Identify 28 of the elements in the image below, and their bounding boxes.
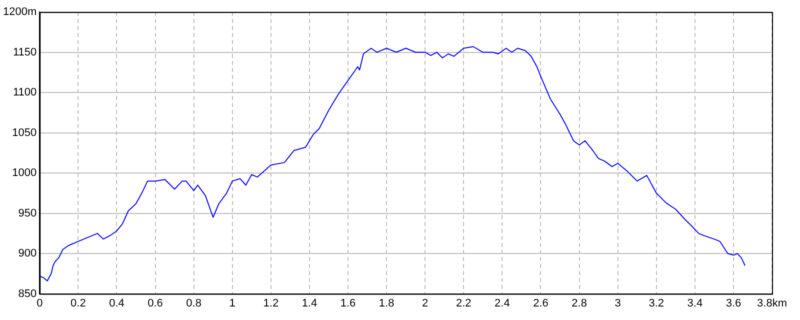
x-tick-label: 3.6 (726, 297, 742, 310)
x-tick-label: 2.8 (572, 297, 587, 310)
y-tick-label: 1100 (12, 86, 37, 99)
y-tick-label: 850 (18, 288, 37, 300)
x-tick-label: 1.2 (263, 297, 279, 310)
x-tick-label: 3 (614, 297, 621, 310)
y-tick-label: 1150 (12, 46, 37, 58)
x-tick-label: 3.2 (648, 297, 664, 310)
x-tick-label: 1 (229, 297, 236, 310)
x-tick-label: 1.6 (340, 297, 356, 310)
y-tick-label: 1050 (12, 126, 37, 139)
x-tick-label: 2.2 (456, 297, 472, 310)
x-tick-label: 0.6 (148, 297, 163, 310)
x-tick-label: 1.4 (302, 297, 318, 310)
y-tick-label: 900 (18, 248, 37, 260)
x-tick-label: 2 (422, 297, 428, 310)
y-tick-label: 1000 (12, 167, 37, 180)
x-tick-label: 3.8km (757, 297, 788, 310)
y-tick-label: 950 (18, 207, 37, 220)
x-tick-label: 2.6 (533, 297, 548, 310)
x-tick-label: 0.8 (186, 297, 202, 310)
x-tick-label: 0 (36, 297, 43, 310)
x-tick-label: 0.4 (109, 297, 124, 310)
x-tick-label: 1.8 (378, 297, 394, 310)
x-tick-label: 2.4 (494, 297, 510, 310)
x-tick-label: 0.2 (70, 297, 86, 310)
y-tick-label: 1200m (2, 6, 37, 18)
x-tick-label: 3.4 (687, 297, 703, 310)
